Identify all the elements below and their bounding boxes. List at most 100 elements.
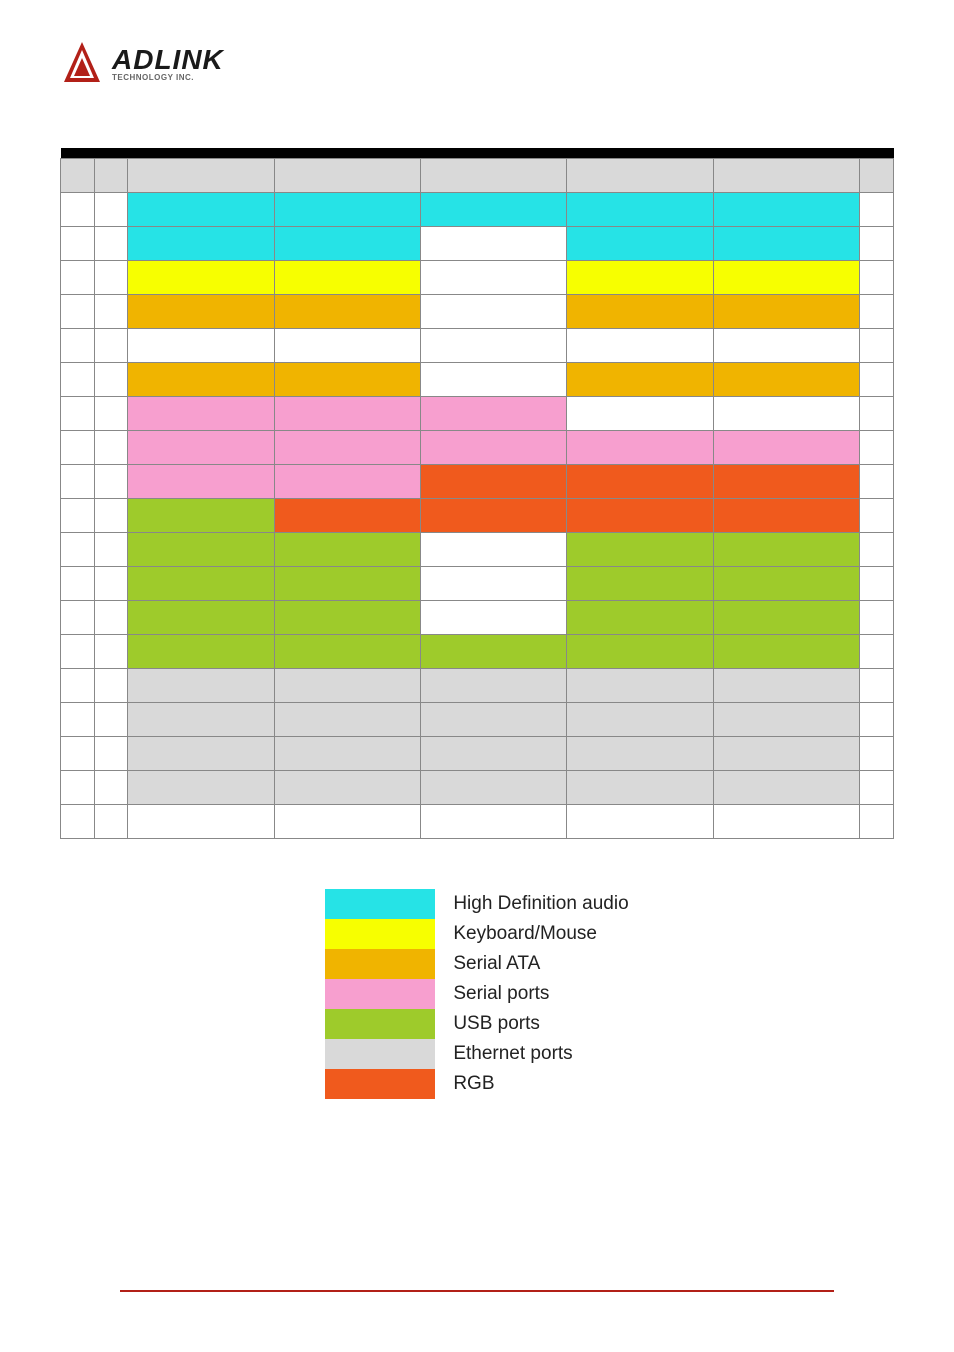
table-cell <box>567 430 713 464</box>
table-cell <box>567 668 713 702</box>
table-cell <box>128 192 274 226</box>
table-cell <box>860 634 894 668</box>
table-cell <box>94 294 128 328</box>
table-cell <box>61 702 95 736</box>
table-cell <box>94 532 128 566</box>
table-cell <box>421 464 567 498</box>
table-cell <box>567 328 713 362</box>
table-cell <box>94 634 128 668</box>
table-cell <box>94 736 128 770</box>
legend-label: Serial ports <box>453 979 628 1009</box>
table-cell <box>94 702 128 736</box>
table-header-cell <box>274 158 420 192</box>
table-cell <box>94 430 128 464</box>
table-cell <box>61 328 95 362</box>
table-cell <box>713 328 859 362</box>
table-cell <box>713 736 859 770</box>
table-cell <box>713 192 859 226</box>
table-cell <box>128 702 274 736</box>
table-cell <box>274 396 420 430</box>
table-cell <box>128 464 274 498</box>
table-cell <box>421 226 567 260</box>
legend-swatch <box>325 949 435 979</box>
table-cell <box>567 532 713 566</box>
logo-mark-icon <box>60 40 104 88</box>
table-cell <box>128 804 274 838</box>
table-cell <box>421 566 567 600</box>
table-cell <box>128 294 274 328</box>
table-row <box>61 328 894 362</box>
table-cell <box>274 804 420 838</box>
table-cell <box>567 260 713 294</box>
table-cell <box>860 362 894 396</box>
table-cell <box>421 362 567 396</box>
table-cell <box>94 770 128 804</box>
table-cell <box>128 532 274 566</box>
table-cell <box>274 600 420 634</box>
table-cell <box>61 430 95 464</box>
table-cell <box>61 566 95 600</box>
table-cell <box>421 192 567 226</box>
table-cell <box>94 464 128 498</box>
table-cell <box>421 294 567 328</box>
table-row <box>61 260 894 294</box>
legend-label: Keyboard/Mouse <box>453 919 628 949</box>
table-cell <box>713 396 859 430</box>
table-cell <box>128 226 274 260</box>
table-cell <box>274 260 420 294</box>
legend-swatch <box>325 1069 435 1099</box>
table-cell <box>128 566 274 600</box>
table-cell <box>61 396 95 430</box>
table-row <box>61 192 894 226</box>
table-cell <box>860 600 894 634</box>
table-cell <box>713 804 859 838</box>
table-row <box>61 294 894 328</box>
table-row <box>61 634 894 668</box>
table-header-cell <box>61 158 95 192</box>
table-cell <box>860 328 894 362</box>
table-cell <box>421 532 567 566</box>
table-row <box>61 668 894 702</box>
table-cell <box>274 566 420 600</box>
table-cell <box>128 770 274 804</box>
table-cell <box>274 532 420 566</box>
table-cell <box>860 192 894 226</box>
table-cell <box>128 668 274 702</box>
table-cell <box>860 804 894 838</box>
table-cell <box>567 192 713 226</box>
table-cell <box>567 600 713 634</box>
table-cell <box>274 668 420 702</box>
table-row <box>61 464 894 498</box>
table-cell <box>567 498 713 532</box>
table-cell <box>274 328 420 362</box>
table-cell <box>61 532 95 566</box>
table-cell <box>713 566 859 600</box>
table-cell <box>567 736 713 770</box>
table-cell <box>860 464 894 498</box>
table-cell <box>94 192 128 226</box>
table-row <box>61 532 894 566</box>
table-cell <box>128 430 274 464</box>
logo-main-text: ADLINK <box>112 46 224 74</box>
table-cell <box>860 260 894 294</box>
table-cell <box>567 226 713 260</box>
table-cell <box>421 804 567 838</box>
legend-swatch <box>325 979 435 1009</box>
color-legend: High Definition audioKeyboard/MouseSeria… <box>60 889 894 1099</box>
table-cell <box>61 226 95 260</box>
table-row <box>61 498 894 532</box>
table-cell <box>713 532 859 566</box>
table-cell <box>860 396 894 430</box>
table-cell <box>61 600 95 634</box>
table-cell <box>860 430 894 464</box>
table-cell <box>860 532 894 566</box>
table-cell <box>274 362 420 396</box>
table-cell <box>860 702 894 736</box>
table-cell <box>94 226 128 260</box>
table-cell <box>61 668 95 702</box>
table-cell <box>128 328 274 362</box>
table-cell <box>567 464 713 498</box>
legend-swatch <box>325 919 435 949</box>
table-cell <box>860 226 894 260</box>
legend-label: Serial ATA <box>453 949 628 979</box>
